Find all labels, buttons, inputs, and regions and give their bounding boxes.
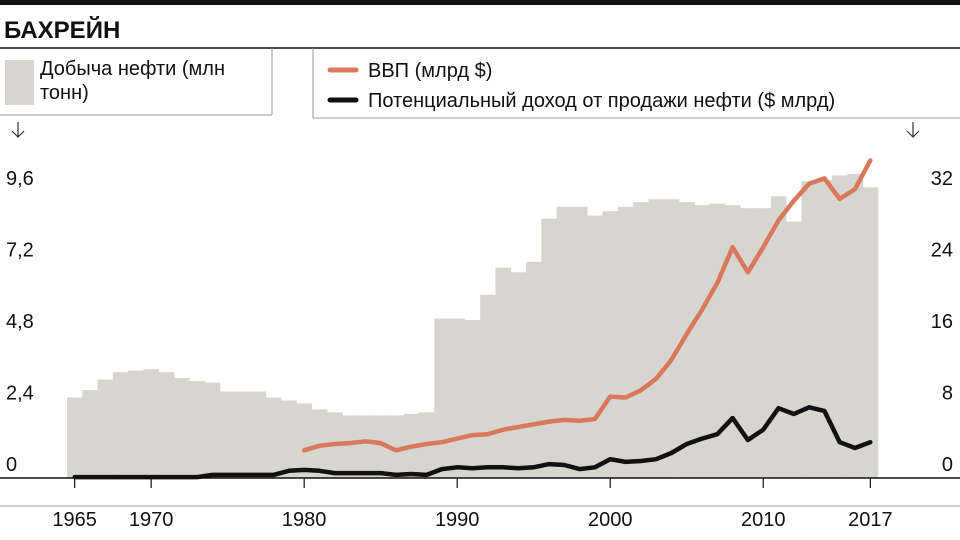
y2-tick-label: 24 xyxy=(931,239,953,261)
bar xyxy=(128,370,144,478)
bar xyxy=(480,294,496,478)
axis-arrow xyxy=(11,122,25,138)
bar xyxy=(281,400,297,478)
y-tick-label: 7,2 xyxy=(6,239,34,261)
bars xyxy=(67,173,879,479)
bar xyxy=(694,205,710,478)
y-tick-label: 2,4 xyxy=(6,382,34,404)
axis-arrow xyxy=(906,122,920,138)
data-line xyxy=(301,158,873,453)
legend-label: ВВП (млрд $) xyxy=(368,60,492,82)
bar xyxy=(143,369,160,478)
bar xyxy=(617,206,634,478)
bar xyxy=(832,175,848,478)
y-tick-label: 0 xyxy=(6,454,17,476)
bar xyxy=(97,379,114,478)
legend-item: Добыча нефти (млн тонн) xyxy=(40,58,226,104)
bar xyxy=(587,215,603,478)
bar xyxy=(174,378,190,478)
x-tick-label: 2010 xyxy=(741,509,786,531)
bar xyxy=(571,206,588,478)
bar xyxy=(342,415,359,478)
bar xyxy=(724,205,741,478)
bar xyxy=(158,372,175,478)
bar xyxy=(740,208,756,479)
x-tick-label: 2000 xyxy=(588,509,633,531)
legend-label: Добыча нефти (млн тонн) xyxy=(40,58,226,104)
x-tick-label: 2017 xyxy=(848,509,893,531)
legend-swatch xyxy=(5,60,34,105)
bar xyxy=(801,181,818,478)
bar xyxy=(847,173,863,478)
bar xyxy=(204,382,221,478)
bar xyxy=(357,415,374,478)
x-tick-label: 1970 xyxy=(129,509,174,531)
bar xyxy=(648,199,665,478)
bar xyxy=(464,319,481,478)
bar xyxy=(235,391,251,478)
bar xyxy=(67,397,83,478)
bar xyxy=(449,318,466,478)
bar xyxy=(296,403,313,478)
bar xyxy=(663,199,680,478)
bar xyxy=(112,372,129,478)
bar xyxy=(602,211,619,478)
lines xyxy=(72,158,873,480)
bar xyxy=(862,187,879,479)
bar xyxy=(388,415,404,478)
bar xyxy=(510,272,527,478)
bar xyxy=(679,202,695,479)
bar xyxy=(265,397,282,478)
y2-tick-label: 16 xyxy=(931,311,953,333)
y-tick-label: 4,8 xyxy=(6,311,34,333)
y2-tick-label: 0 xyxy=(942,454,953,476)
y2-tick-label: 8 xyxy=(942,382,953,404)
legend-label: Потенциальный доход от продажи нефти ($ … xyxy=(368,90,835,112)
x-tick-label: 1980 xyxy=(282,509,327,531)
bar xyxy=(220,391,236,478)
bar xyxy=(541,218,557,478)
bar xyxy=(526,261,542,478)
y2-tick-label: 32 xyxy=(931,168,953,190)
bar xyxy=(633,202,649,479)
data-line xyxy=(72,405,873,480)
x-tick-label: 1965 xyxy=(52,509,97,531)
top-rule xyxy=(0,0,960,5)
bar xyxy=(82,390,98,478)
bar xyxy=(816,179,833,478)
bar xyxy=(495,267,512,478)
bar xyxy=(434,318,450,478)
bar xyxy=(786,221,802,478)
y-tick-label: 9,6 xyxy=(6,168,34,190)
x-tick-label: 1990 xyxy=(435,509,480,531)
bar xyxy=(250,391,267,478)
bar xyxy=(373,415,389,478)
bar xyxy=(556,206,573,478)
bar xyxy=(189,381,206,478)
bar xyxy=(770,196,787,478)
bar xyxy=(755,208,772,479)
chart-title: БАХРЕЙН xyxy=(4,16,120,44)
